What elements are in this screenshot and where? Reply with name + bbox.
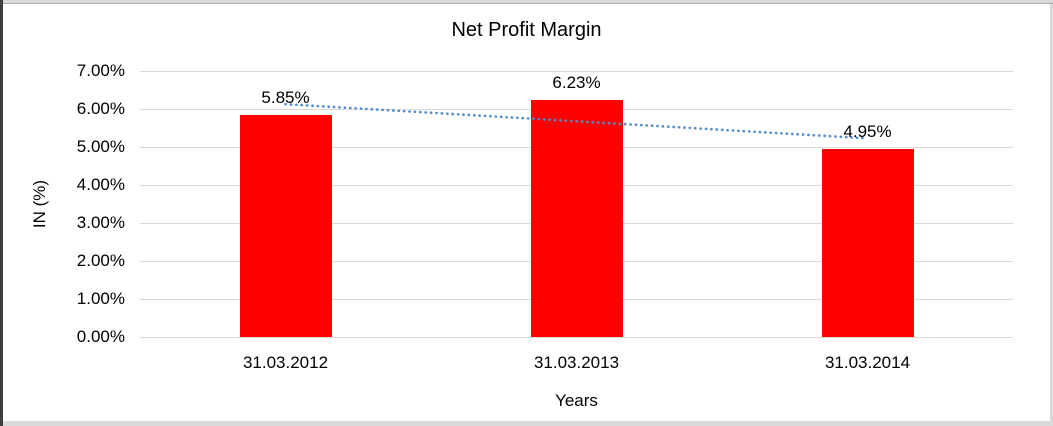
chart-title: Net Profit Margin: [451, 19, 602, 41]
bar-31.03.2012[interactable]: [239, 114, 332, 337]
y-tick-label: 4.00%: [76, 175, 125, 194]
y-axis-tick-labels: 0.00% 1.00% 2.00% 3.00% 4.00% 5.00% 6.00% 7.00%: [0, 0, 125, 426]
y-tick-label: 6.00%: [76, 99, 125, 118]
y-tick-label: 0.00%: [76, 327, 125, 346]
x-tick-label: 31.03.2012: [242, 353, 329, 372]
y-tick-label: 3.00%: [76, 213, 125, 232]
x-axis-tick-labels: 31.03.2012 31.03.2013 31.03.2014: [140, 353, 1013, 375]
x-tick-label: 31.03.2014: [824, 353, 911, 372]
y-tick-label: 7.00%: [76, 61, 125, 80]
bar-31.03.2013[interactable]: [530, 100, 623, 337]
y-tick-label: 2.00%: [76, 251, 125, 270]
gridline: [140, 337, 1013, 338]
y-tick-label: 5.00%: [76, 137, 125, 156]
gridline: [140, 71, 1013, 72]
bar-31.03.2014[interactable]: [821, 148, 914, 337]
bar-data-label: 4.95%: [843, 121, 892, 141]
trendline[interactable]: [284, 102, 869, 140]
y-tick-label: 1.00%: [76, 289, 125, 308]
bar-data-label: 6.23%: [552, 73, 601, 93]
bar-data-label: 5.85%: [261, 87, 310, 107]
plot-area: 5.85% 6.23% 4.95%: [140, 71, 1013, 338]
x-axis-title: Years: [555, 391, 598, 410]
x-tick-label: 31.03.2013: [533, 353, 620, 372]
